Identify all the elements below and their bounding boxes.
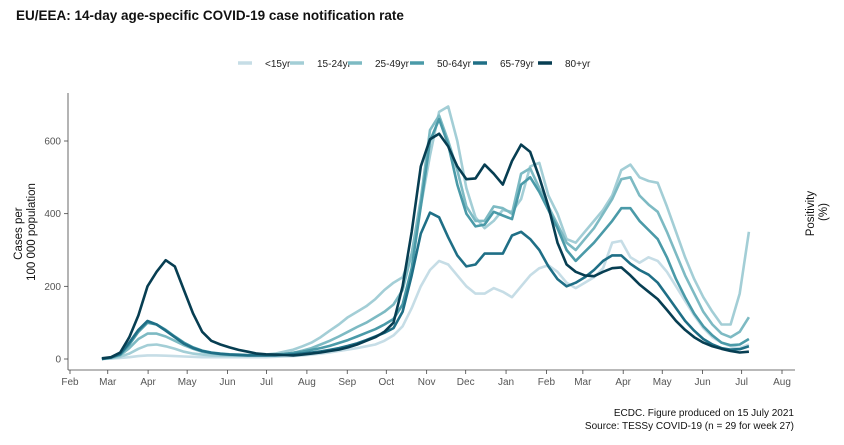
series-line-80-yr [101, 132, 750, 360]
x-tick-label: Aug [773, 377, 791, 388]
legend-label: 50-64yr [437, 59, 472, 70]
x-tick-label: Mar [99, 377, 117, 388]
y-axis-right-label: Positivity (%) [805, 188, 830, 237]
y-axis-label-line1: Cases per [13, 207, 25, 260]
legend-label: 25-49yr [375, 59, 410, 70]
x-tick-label: Sep [338, 377, 356, 388]
x-tick-label: Feb [61, 377, 79, 388]
footer-source: Source: TESSy COVID-19 (n = 29 for week … [585, 421, 794, 432]
footer-credit: ECDC. Figure produced on 15 July 2021 [614, 408, 795, 419]
legend-label: 65-79yr [500, 59, 535, 70]
x-tick-label: Jul [735, 377, 748, 388]
x-tick-label: Jul [260, 377, 273, 388]
y-axis-right-label-line1: Positivity [805, 191, 817, 237]
chart-title: EU/EEA: 14-day age-specific COVID-19 cas… [16, 8, 404, 23]
x-tick-label: May [178, 377, 197, 388]
x-tick-label: Jun [219, 377, 235, 388]
y-axis-label: Cases per 100 000 population [13, 183, 38, 281]
x-tick-label: Nov [418, 377, 436, 388]
x-tick-label: Dec [457, 377, 475, 388]
y-tick-label: 600 [44, 137, 61, 148]
legend: <15yr 15-24yr 25-49yr 50-64yr 65-79yr 80+yr [238, 59, 591, 70]
x-tick-label: Mar [574, 377, 592, 388]
x-tick-label: Feb [538, 377, 556, 388]
legend-label: <15yr [265, 59, 291, 70]
x-tick-label: Oct [379, 377, 395, 388]
x-tick-label: May [653, 377, 672, 388]
legend-label: 80+yr [565, 59, 591, 70]
series-lines [101, 105, 751, 361]
axes: 0 200 400 600 Feb Mar Apr May Jun Jul Aug Sep Oct Nov… [44, 93, 795, 388]
y-tick-label: 200 [44, 282, 61, 293]
y-axis-label-line2: 100 000 population [26, 183, 38, 281]
x-tick-label: Jan [498, 377, 514, 388]
y-tick-label: 400 [44, 209, 61, 220]
series-line--15yr [101, 239, 750, 361]
series-line-65-79yr [101, 211, 750, 361]
x-tick-label: Jun [695, 377, 711, 388]
x-tick-label: Apr [140, 377, 156, 388]
x-tick-label: Aug [298, 377, 316, 388]
x-tick-label: Apr [615, 377, 631, 388]
y-tick-label: 0 [55, 355, 61, 366]
legend-label: 15-24yr [317, 59, 352, 70]
y-axis-right-label-line2: (%) [818, 203, 830, 221]
